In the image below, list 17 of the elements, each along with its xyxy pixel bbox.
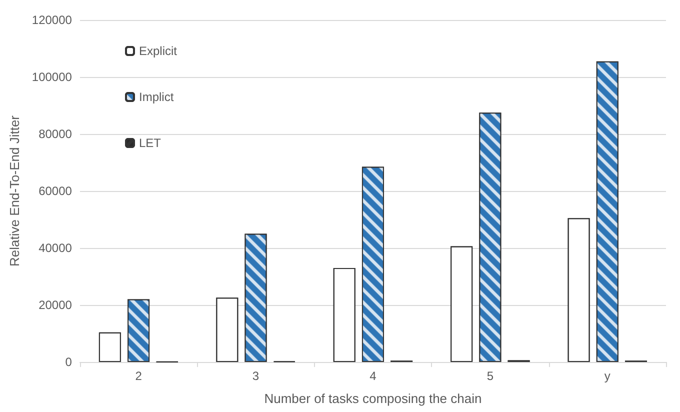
y-tick-label: 60000 <box>38 184 72 198</box>
legend-label: LET <box>139 136 162 150</box>
y-tick-label: 100000 <box>32 70 72 84</box>
x-tick-label: y <box>604 369 610 383</box>
legend-label: Explicit <box>139 44 178 58</box>
y-tick-label: 80000 <box>38 127 72 141</box>
x-tick-label: 5 <box>486 369 494 383</box>
y-tick-label: 20000 <box>38 298 72 312</box>
y-tick-label: 0 <box>65 355 72 369</box>
y-axis-title: Relative End-To-End Jitter <box>7 114 22 267</box>
x-axis-title: Number of tasks composing the chain <box>264 391 482 406</box>
y-tick-label: 120000 <box>32 13 72 27</box>
y-tick-label: 40000 <box>38 241 72 255</box>
x-tick-label: 2 <box>135 369 142 383</box>
x-tick-label: 3 <box>252 369 260 383</box>
x-tick-label: 4 <box>370 369 377 383</box>
legend-label: Implict <box>139 90 174 104</box>
